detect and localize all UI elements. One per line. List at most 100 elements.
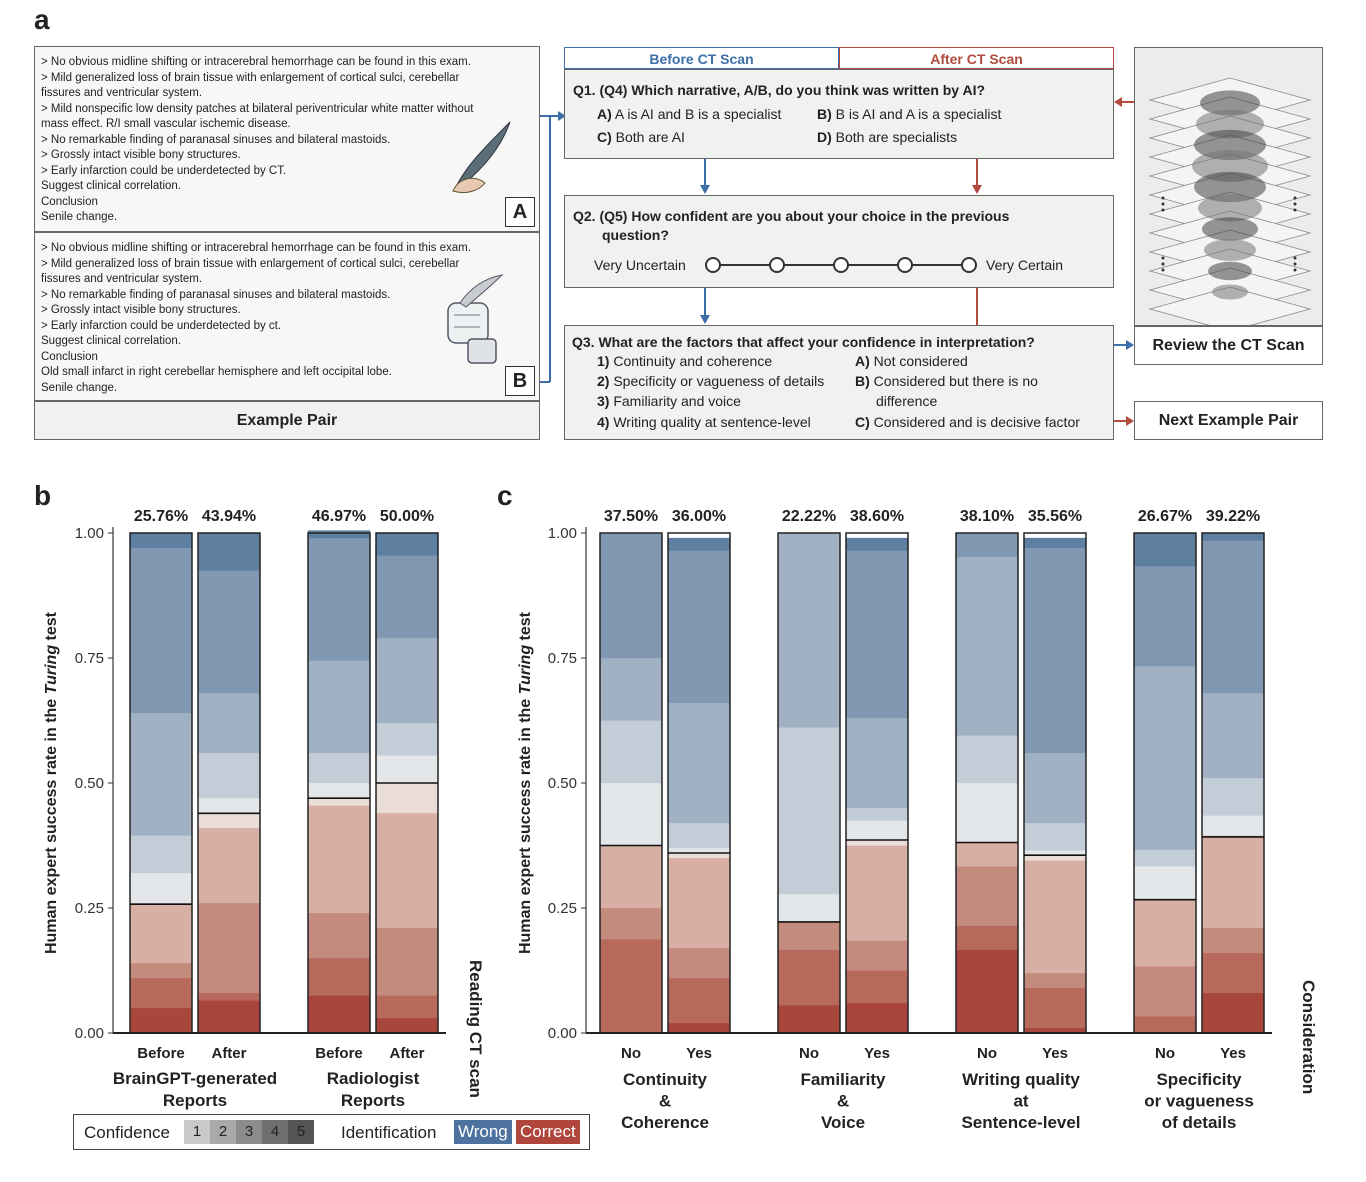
q3-choice-b[interactable]: B) Considered but there is no bbox=[855, 373, 1038, 389]
q3-choice-c[interactable]: C) Considered and is decisive factor bbox=[855, 414, 1080, 430]
robot-quill-icon bbox=[447, 274, 504, 364]
next-example-button[interactable]: Next Example Pair bbox=[1134, 401, 1323, 440]
y-tick-label: 1.00 bbox=[548, 525, 577, 542]
bar bbox=[197, 532, 261, 1034]
q3-choice-b-cont: difference bbox=[876, 393, 938, 409]
bar-segment-wrong bbox=[197, 692, 261, 754]
x-tick-label: Before bbox=[315, 1045, 363, 1062]
bar-segment-correct bbox=[375, 1017, 439, 1034]
ellipsis-dot bbox=[1161, 256, 1165, 260]
q3-title: Q3. What are the factors that affect you… bbox=[572, 334, 1035, 350]
tab-after-ct: After CT Scan bbox=[839, 47, 1114, 69]
bar-segment-correct bbox=[845, 970, 909, 1004]
report-b-line: > Mild generalized loss of brain tissue … bbox=[41, 257, 460, 270]
group-label: Specificity bbox=[1156, 1070, 1242, 1089]
bar bbox=[1023, 532, 1087, 1034]
confidence-level-swatch: 3 bbox=[236, 1120, 262, 1144]
bar-segment-wrong bbox=[197, 570, 261, 694]
group-label: Voice bbox=[821, 1113, 865, 1132]
ct-scan-panel bbox=[1134, 47, 1323, 332]
x-tick-label: No bbox=[977, 1045, 997, 1062]
q1-option-a[interactable]: A) A is AI and B is a specialist bbox=[597, 106, 782, 122]
bar-segment-correct bbox=[197, 1000, 261, 1034]
q1-to-q2-arrows bbox=[700, 159, 982, 194]
q1-option-b[interactable]: B) B is AI and A is a specialist bbox=[817, 106, 1002, 122]
ellipsis-dot bbox=[1161, 202, 1165, 206]
ellipsis-dot bbox=[1293, 268, 1297, 272]
group-label: of details bbox=[1162, 1113, 1237, 1132]
group-label: Sentence-level bbox=[961, 1113, 1080, 1132]
y-tick-label: 0.25 bbox=[548, 900, 577, 917]
bar-segment-correct bbox=[1201, 952, 1265, 994]
review-ct-button[interactable]: Review the CT Scan bbox=[1134, 326, 1323, 365]
bar-segment-wrong bbox=[1023, 537, 1087, 549]
ct-brain-slice bbox=[1192, 150, 1268, 182]
bar-segment-wrong bbox=[955, 556, 1019, 736]
bar-segment-correct bbox=[1023, 987, 1087, 1029]
x-tick-label: Yes bbox=[1220, 1045, 1246, 1062]
q1-option-c[interactable]: C) Both are AI bbox=[597, 129, 685, 145]
bar-segment-correct bbox=[777, 1005, 841, 1034]
bar-segment-correct bbox=[599, 907, 663, 940]
bar-segment-wrong bbox=[1023, 822, 1087, 851]
report-b-line: > Early infarction could be underdetecte… bbox=[41, 319, 282, 332]
ct-brain-slice bbox=[1212, 284, 1248, 300]
bar bbox=[129, 532, 193, 1034]
ellipsis-dot bbox=[1293, 196, 1297, 200]
report-a-line: fissures and ventricular system. bbox=[41, 87, 203, 99]
confidence-level-swatch: 5 bbox=[288, 1120, 314, 1144]
q1-option-d[interactable]: D) Both are specialists bbox=[817, 129, 958, 145]
report-b-line: Old small infarct in right cerebellar he… bbox=[41, 366, 392, 378]
bar-segment-wrong bbox=[599, 532, 663, 659]
scale-point-3[interactable] bbox=[833, 257, 849, 273]
bar-segment-correct bbox=[1201, 927, 1265, 954]
bar bbox=[667, 532, 731, 1034]
q3-choice-a[interactable]: A) Not considered bbox=[855, 353, 968, 369]
bar-segment-correct bbox=[667, 947, 731, 979]
group-label: Coherence bbox=[621, 1113, 709, 1132]
ellipsis-dot bbox=[1161, 208, 1165, 212]
success-rate-label: 38.60% bbox=[850, 508, 904, 525]
ellipsis-dot bbox=[1293, 262, 1297, 266]
q3-factor-2[interactable]: 2) Specificity or vagueness of details bbox=[597, 373, 825, 389]
y-tick-label: 0.75 bbox=[75, 650, 104, 667]
report-a-line: > Mild generalized loss of brain tissue … bbox=[41, 71, 460, 84]
q3-factor-1[interactable]: 1) Continuity and coherence bbox=[597, 353, 773, 369]
bar-segment-correct bbox=[129, 1007, 193, 1034]
scale-point-1[interactable] bbox=[705, 257, 721, 273]
group-label: Radiologist bbox=[327, 1069, 420, 1088]
report-b-text: > No obvious midline shifting or intrace… bbox=[41, 241, 533, 396]
bar-segment-wrong bbox=[599, 782, 663, 846]
report-a-line: > Grossly intact visible bony structures… bbox=[41, 149, 241, 161]
scale-point-2[interactable] bbox=[769, 257, 785, 273]
bar bbox=[375, 532, 439, 1034]
bar-segment-wrong bbox=[777, 727, 841, 895]
bar-segment-wrong bbox=[599, 720, 663, 784]
bar-segment-correct bbox=[197, 812, 261, 829]
success-rate-label: 22.22% bbox=[782, 508, 836, 525]
q3-factor-4[interactable]: 4) Writing quality at sentence-level bbox=[597, 414, 811, 430]
panel-a-label: a bbox=[34, 4, 50, 35]
bar-segment-wrong bbox=[129, 872, 193, 904]
x-tick-label: After bbox=[389, 1045, 424, 1062]
report-b-line: > Grossly intact visible bony structures… bbox=[41, 304, 241, 316]
success-rate-label: 36.00% bbox=[672, 508, 726, 525]
chart-b: 0.00 0.25 0.50 0.75 1.00 Human expert success… bbox=[43, 508, 485, 1110]
bar-segment-correct bbox=[667, 1022, 731, 1034]
bar-segment-correct bbox=[129, 902, 193, 964]
bar-segment-wrong bbox=[1133, 849, 1197, 867]
bar-segment-wrong bbox=[667, 550, 731, 704]
bar-segment-correct bbox=[955, 866, 1019, 927]
report-a-line: Senile change. bbox=[41, 211, 118, 223]
bar-segment-wrong bbox=[1201, 777, 1265, 816]
q2-title: Q2. (Q5) How confident are you about you… bbox=[573, 208, 1010, 224]
bar-segment-wrong bbox=[667, 537, 731, 551]
bar-segment-wrong bbox=[197, 752, 261, 799]
bar-segment-correct bbox=[955, 842, 1019, 867]
group-label: Writing quality bbox=[962, 1070, 1080, 1089]
x-tick-label: No bbox=[1155, 1045, 1175, 1062]
scale-point-5[interactable] bbox=[961, 257, 977, 273]
scale-point-4[interactable] bbox=[897, 257, 913, 273]
q3-factor-3[interactable]: 3) Familiarity and voice bbox=[597, 393, 741, 409]
